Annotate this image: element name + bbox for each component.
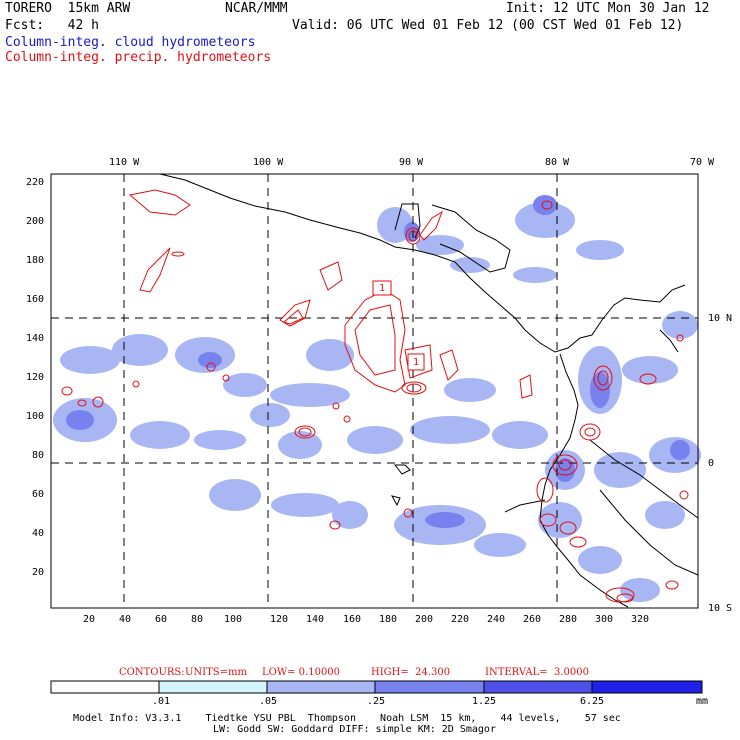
x-tick: 220 — [451, 614, 470, 625]
colorbar-bin — [158, 680, 268, 694]
y-tick: 220 — [26, 177, 45, 188]
colorbar-bin — [591, 680, 703, 694]
x-tick: 40 — [119, 614, 132, 625]
y-tick: 80 — [32, 450, 45, 461]
x-tick: 100 — [224, 614, 243, 625]
y-tick: 120 — [26, 372, 45, 383]
coastline — [159, 173, 699, 608]
contour-label-boxes — [372, 280, 425, 371]
colorbar — [50, 680, 703, 694]
x-tick: 160 — [343, 614, 362, 625]
x-tick: 240 — [487, 614, 506, 625]
organization: NCAR/MMM — [225, 1, 288, 16]
y-tick: 180 — [26, 255, 45, 266]
colorbar-level: 1.25 — [472, 696, 497, 707]
x-tick: 120 — [270, 614, 289, 625]
contours-interval: INTERVAL= 3.0000 — [485, 667, 589, 678]
graticule — [51, 174, 698, 608]
x-tick: 80 — [191, 614, 204, 625]
x-tick: 260 — [523, 614, 542, 625]
precip-contours — [61, 189, 689, 603]
colorbar-bin — [266, 680, 376, 694]
lon-label-70w: 70 W — [690, 157, 715, 168]
init-time: Init: 12 UTC Mon 30 Jan 12 — [506, 1, 710, 16]
y-tick: 20 — [32, 567, 45, 578]
forecast-hour: Fcst: 42 h — [5, 18, 99, 33]
x-tick: 140 — [306, 614, 325, 625]
colorbar-bin — [483, 680, 593, 694]
y-tick: 200 — [26, 216, 45, 227]
y-tick: 40 — [32, 528, 45, 539]
cloud-shading — [53, 202, 701, 602]
x-tick: 200 — [415, 614, 434, 625]
x-tick: 180 — [379, 614, 398, 625]
contours-low: LOW= 0.10000 — [262, 667, 341, 678]
model-name: TORERO 15km ARW — [5, 1, 131, 16]
colorbar-unit: mm — [696, 696, 709, 707]
contours-units: UNITS=mm — [185, 667, 247, 678]
map-frame — [50, 173, 699, 609]
lat-label-10n: 10 N — [708, 313, 733, 324]
precip-field-label: Column-integ. precip. hydrometeors — [5, 50, 272, 65]
cloud-field-label: Column-integ. cloud hydrometeors — [5, 35, 256, 50]
contours-high: HIGH= 24.300 — [371, 667, 451, 678]
model-info-line1: Model Info: V3.3.1 Tiedtke YSU PBL Thomp… — [73, 713, 621, 724]
lon-label-80w: 80 W — [545, 157, 570, 168]
colorbar-level: .25 — [367, 696, 386, 707]
colorbar-level: 6.25 — [580, 696, 605, 707]
contour-value-label: 1 — [413, 357, 420, 368]
lat-label-0: 0 — [708, 458, 715, 469]
colorbar-bin — [374, 680, 485, 694]
lon-label-90w: 90 W — [399, 157, 424, 168]
lon-label-110w: 110 W — [109, 157, 140, 168]
colorbar-level: .01 — [152, 696, 171, 707]
y-tick: 60 — [32, 489, 45, 500]
lon-label-100w: 100 W — [253, 157, 284, 168]
x-tick: 280 — [559, 614, 578, 625]
y-tick: 140 — [26, 333, 45, 344]
x-tick: 320 — [631, 614, 650, 625]
colorbar-level: .05 — [259, 696, 278, 707]
valid-time: Valid: 06 UTC Wed 01 Feb 12 (00 CST Wed … — [292, 18, 684, 33]
contour-value-label: 1 — [379, 283, 386, 294]
contours-label: CONTOURS: — [119, 667, 185, 678]
x-tick: 60 — [155, 614, 168, 625]
lat-label-10s: 10 S — [708, 603, 733, 614]
x-tick: 20 — [83, 614, 96, 625]
y-tick: 100 — [26, 411, 45, 422]
model-info-line2: LW: Godd SW: Goddard DIFF: simple KM: 2D… — [213, 724, 496, 735]
x-tick: 300 — [595, 614, 614, 625]
colorbar-bin — [50, 680, 160, 694]
y-tick: 160 — [26, 294, 45, 305]
